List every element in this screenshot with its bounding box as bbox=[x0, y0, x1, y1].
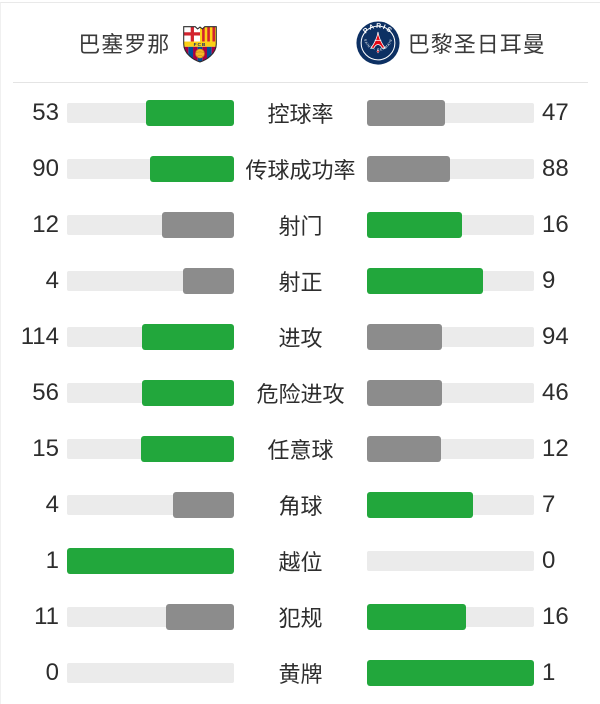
stat-row: 53 控球率 47 bbox=[1, 85, 600, 141]
home-value: 0 bbox=[15, 659, 59, 687]
away-value: 88 bbox=[542, 155, 586, 183]
stat-label: 黄牌 bbox=[242, 657, 359, 689]
away-value: 47 bbox=[542, 99, 586, 127]
home-value: 11 bbox=[15, 603, 59, 631]
stat-row: 114 进攻 94 bbox=[1, 309, 600, 365]
team-home: 巴塞罗那 bbox=[1, 20, 301, 66]
home-bar-track bbox=[67, 271, 234, 291]
away-bar-track bbox=[367, 271, 534, 291]
away-bar-fill bbox=[367, 436, 441, 462]
stat-row: 12 射门 16 bbox=[1, 197, 600, 253]
stat-label: 传球成功率 bbox=[242, 153, 359, 185]
stats-list: 53 控球率 47 90 传球成功率 88 12 射门 16 4 bbox=[1, 83, 600, 701]
away-value: 16 bbox=[542, 211, 586, 239]
home-bar-fill bbox=[150, 156, 234, 182]
home-value: 90 bbox=[15, 155, 59, 183]
stat-label: 犯规 bbox=[242, 601, 359, 633]
away-bar-fill bbox=[367, 268, 483, 294]
away-bar-track bbox=[367, 327, 534, 347]
home-bar-track bbox=[67, 103, 234, 123]
away-bar-track bbox=[367, 663, 534, 683]
team-home-name: 巴塞罗那 bbox=[78, 27, 170, 59]
away-bar-track bbox=[367, 383, 534, 403]
home-bar-fill bbox=[162, 212, 234, 238]
home-bar-track bbox=[67, 607, 234, 627]
away-value: 46 bbox=[542, 379, 586, 407]
home-bar-fill bbox=[142, 380, 234, 406]
stat-label: 射正 bbox=[242, 265, 359, 297]
away-value: 9 bbox=[542, 267, 586, 295]
stat-label: 进攻 bbox=[242, 321, 359, 353]
home-bar-track bbox=[67, 159, 234, 179]
away-bar-fill bbox=[367, 492, 473, 518]
away-bar-track bbox=[367, 551, 534, 571]
home-value: 4 bbox=[15, 491, 59, 519]
stat-row: 56 危险进攻 46 bbox=[1, 365, 600, 421]
away-value: 12 bbox=[542, 435, 586, 463]
away-bar-fill bbox=[367, 212, 462, 238]
home-value: 56 bbox=[15, 379, 59, 407]
home-bar-track bbox=[67, 663, 234, 683]
away-bar-fill bbox=[367, 380, 442, 406]
stat-label: 任意球 bbox=[242, 433, 359, 465]
away-bar-fill bbox=[367, 604, 466, 630]
stat-row: 90 传球成功率 88 bbox=[1, 141, 600, 197]
away-value: 16 bbox=[542, 603, 586, 631]
home-value: 1 bbox=[15, 547, 59, 575]
away-bar-fill bbox=[367, 324, 442, 350]
home-bar-track bbox=[67, 383, 234, 403]
home-bar-track bbox=[67, 215, 234, 235]
home-bar-track bbox=[67, 551, 234, 571]
stat-label: 危险进攻 bbox=[242, 377, 359, 409]
away-value: 94 bbox=[542, 323, 586, 351]
stat-row: 4 角球 7 bbox=[1, 477, 600, 533]
away-bar-fill bbox=[367, 156, 450, 182]
home-value: 4 bbox=[15, 267, 59, 295]
stat-row: 15 任意球 12 bbox=[1, 421, 600, 477]
away-bar-track bbox=[367, 607, 534, 627]
home-value: 15 bbox=[15, 435, 59, 463]
home-bar-fill bbox=[67, 548, 234, 574]
home-bar-fill bbox=[183, 268, 234, 294]
stat-row: 11 犯规 16 bbox=[1, 589, 600, 645]
match-header: 巴塞罗那 bbox=[1, 3, 600, 82]
home-bar-fill bbox=[173, 492, 234, 518]
home-bar-fill bbox=[141, 436, 234, 462]
away-value: 1 bbox=[542, 659, 586, 687]
stat-row: 1 越位 0 bbox=[1, 533, 600, 589]
stat-row: 0 黄牌 1 bbox=[1, 645, 600, 701]
home-bar-track bbox=[67, 327, 234, 347]
home-bar-track bbox=[67, 439, 234, 459]
stat-row: 4 射正 9 bbox=[1, 253, 600, 309]
away-bar-track bbox=[367, 159, 534, 179]
away-value: 7 bbox=[542, 491, 586, 519]
barcelona-crest-icon: FCB bbox=[177, 20, 223, 66]
stat-label: 控球率 bbox=[242, 97, 359, 129]
away-bar-fill bbox=[367, 100, 445, 126]
home-bar-fill bbox=[166, 604, 234, 630]
stat-label: 越位 bbox=[242, 545, 359, 577]
away-value: 0 bbox=[542, 547, 586, 575]
away-bar-track bbox=[367, 439, 534, 459]
home-value: 12 bbox=[15, 211, 59, 239]
team-away: PARIS SAINT - GERMAIN 巴黎圣日耳曼 bbox=[301, 20, 600, 66]
away-bar-track bbox=[367, 495, 534, 515]
home-bar-fill bbox=[146, 100, 235, 126]
crest-fcb-text: FCB bbox=[194, 41, 207, 47]
psg-logo-icon: PARIS SAINT - GERMAIN bbox=[355, 20, 401, 66]
home-value: 53 bbox=[15, 99, 59, 127]
stat-label: 射门 bbox=[242, 209, 359, 241]
away-bar-track bbox=[367, 215, 534, 235]
home-value: 114 bbox=[15, 323, 59, 351]
away-bar-fill bbox=[367, 660, 534, 686]
home-bar-track bbox=[67, 495, 234, 515]
stat-label: 角球 bbox=[242, 489, 359, 521]
home-bar-fill bbox=[142, 324, 234, 350]
team-away-name: 巴黎圣日耳曼 bbox=[408, 27, 546, 59]
away-bar-track bbox=[367, 103, 534, 123]
